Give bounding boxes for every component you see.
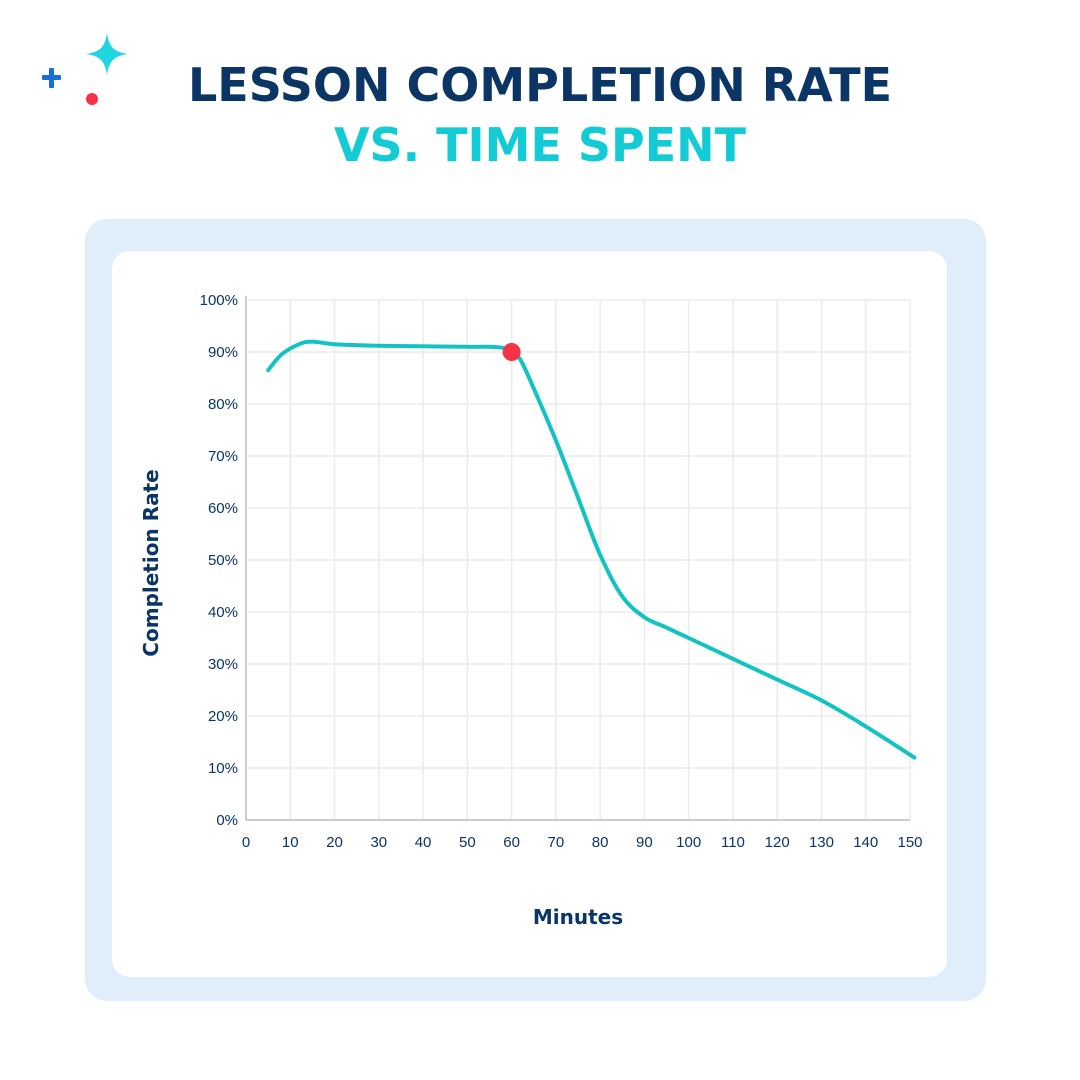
chart-title: LESSON COMPLETION RATE <box>188 58 892 112</box>
y-tick-label: 50% <box>208 552 238 569</box>
y-tick-label: 10% <box>208 760 238 777</box>
x-tick-label: 110 <box>721 834 745 851</box>
x-axis-title: Minutes <box>533 905 623 929</box>
plus-icon <box>42 68 61 88</box>
x-tick-label: 120 <box>765 834 790 851</box>
x-tick-label: 40 <box>415 834 432 851</box>
x-tick-label: 20 <box>326 834 343 851</box>
sparkle-icon <box>86 33 128 75</box>
x-tick-label: 100 <box>676 834 701 851</box>
x-tick-label: 30 <box>370 834 387 851</box>
y-tick-label: 60% <box>208 500 238 517</box>
x-tick-label: 50 <box>459 834 476 851</box>
y-tick-label: 90% <box>208 344 238 361</box>
series-line <box>266 339 917 760</box>
y-tick-label: 40% <box>208 604 238 621</box>
x-tick-label: 140 <box>853 834 878 851</box>
y-tick-label: 80% <box>208 396 238 413</box>
chart-card <box>112 251 947 977</box>
y-tick-label: 30% <box>208 656 238 673</box>
x-tick-label: 60 <box>503 834 520 851</box>
y-tick-label: 0% <box>216 812 238 829</box>
y-tick-label: 70% <box>208 448 238 465</box>
y-tick-label: 100% <box>200 292 238 309</box>
x-tick-label: 90 <box>636 834 653 851</box>
x-tick-label: 0 <box>242 834 250 851</box>
chart-subtitle: VS. TIME SPENT <box>333 118 747 172</box>
x-tick-label: 80 <box>592 834 609 851</box>
red-dot-icon <box>86 93 98 105</box>
y-tick-label: 20% <box>208 708 238 725</box>
highlight-point <box>502 343 521 361</box>
y-axis-title: Completion Rate <box>139 469 163 656</box>
x-tick-label: 150 <box>897 834 922 851</box>
x-tick-label: 70 <box>548 834 565 851</box>
x-tick-label: 10 <box>282 834 299 851</box>
x-tick-label: 130 <box>809 834 834 851</box>
